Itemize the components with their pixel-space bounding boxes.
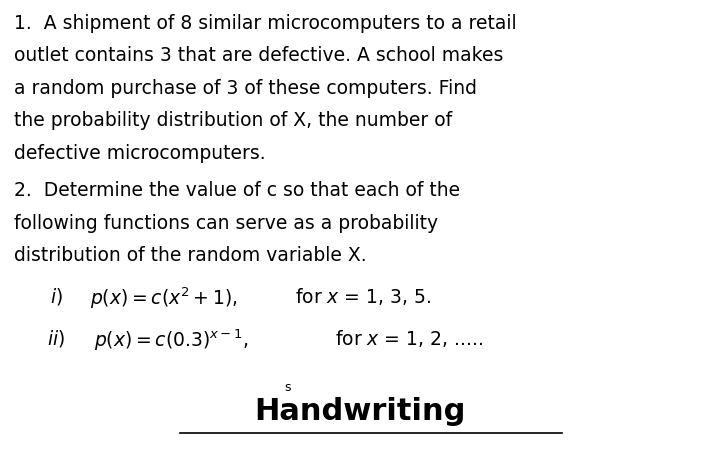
Text: 2.  Determine the value of c so that each of the: 2. Determine the value of c so that each… bbox=[14, 181, 461, 200]
Text: $p(x) = c(0.3)^{x-1},$: $p(x) = c(0.3)^{x-1},$ bbox=[94, 328, 248, 353]
Text: s: s bbox=[284, 381, 291, 394]
Text: 1.  A shipment of 8 similar microcomputers to a retail: 1. A shipment of 8 similar microcomputer… bbox=[14, 14, 517, 33]
Text: outlet contains 3 that are defective. A school makes: outlet contains 3 that are defective. A … bbox=[14, 46, 504, 65]
Text: for $x$ = 1, 3, 5.: for $x$ = 1, 3, 5. bbox=[295, 286, 431, 307]
Text: defective microcomputers.: defective microcomputers. bbox=[14, 144, 266, 163]
Text: for $x$ = 1, 2, .....: for $x$ = 1, 2, ..... bbox=[335, 328, 482, 348]
Text: Handwriting: Handwriting bbox=[254, 397, 466, 426]
Text: following functions can serve as a probability: following functions can serve as a proba… bbox=[14, 214, 438, 233]
Text: $i)$: $i)$ bbox=[50, 286, 63, 307]
Text: the probability distribution of X, the number of: the probability distribution of X, the n… bbox=[14, 111, 453, 130]
Text: $p(x) = c(x^2 +1),$: $p(x) = c(x^2 +1),$ bbox=[90, 286, 238, 311]
Text: $ii)$: $ii)$ bbox=[47, 328, 65, 348]
Text: distribution of the random variable X.: distribution of the random variable X. bbox=[14, 246, 367, 265]
Text: a random purchase of 3 of these computers. Find: a random purchase of 3 of these computer… bbox=[14, 79, 477, 98]
